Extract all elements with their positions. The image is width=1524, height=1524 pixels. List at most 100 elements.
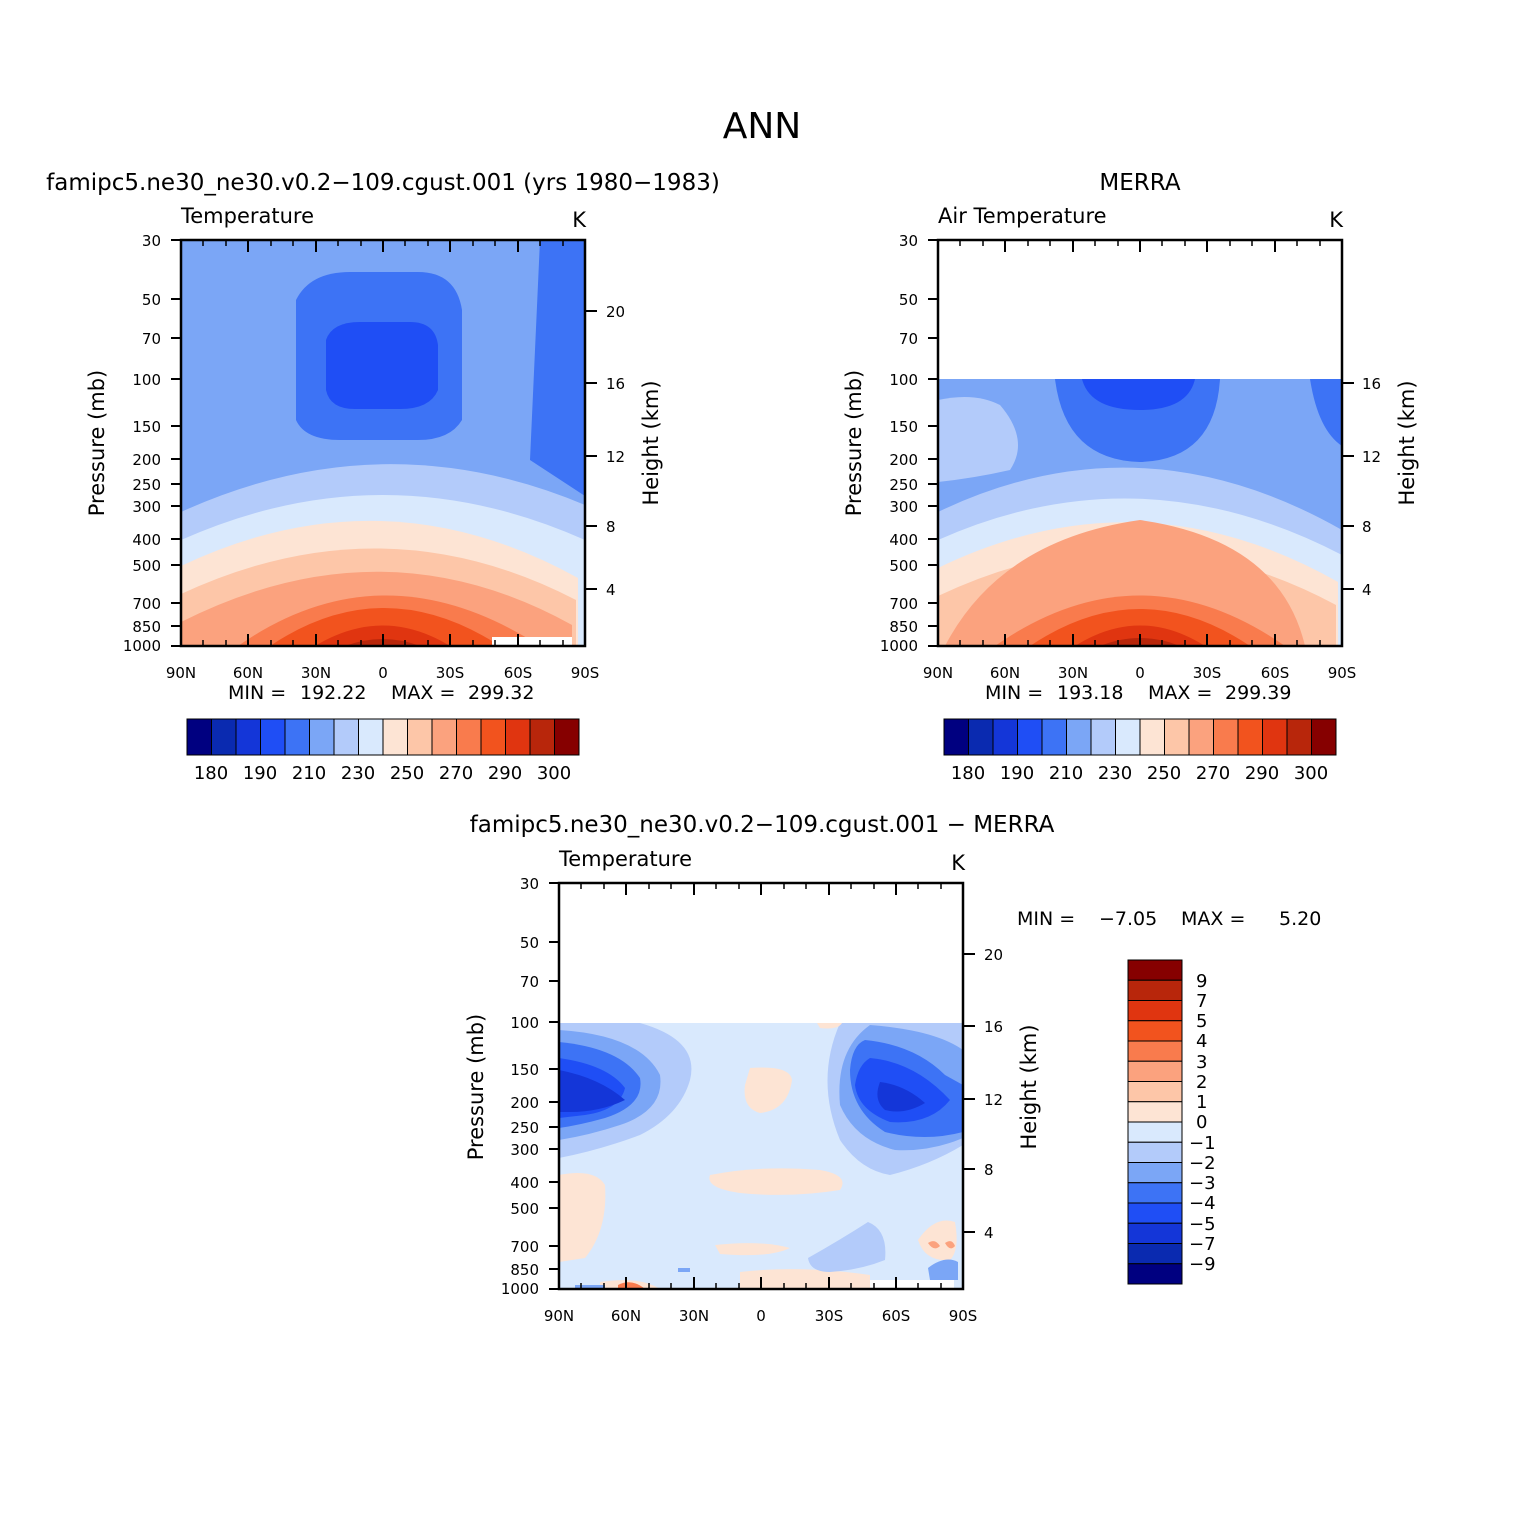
max-value: 299.39 — [1225, 682, 1291, 704]
y-tick-label: 70 — [142, 330, 161, 348]
colorbar-label: 7 — [1196, 991, 1207, 1012]
panel-model-units: K — [572, 208, 587, 232]
colorbar-swatch — [1286, 718, 1312, 756]
height-tick-label: 16 — [984, 1018, 1003, 1036]
colorbar-label: 190 — [243, 763, 277, 784]
colorbar-label: −9 — [1189, 1254, 1216, 1275]
y-tick-label: 850 — [132, 618, 161, 636]
y-tick-label: 100 — [132, 371, 161, 389]
panel-diff-right-ticks: 20 16 12 8 4 — [963, 946, 1003, 1242]
colorbar-label: 4 — [1196, 1031, 1207, 1052]
colorbar-swatch — [1127, 1162, 1183, 1184]
panel-diff-units: K — [951, 851, 966, 875]
y-tick-label: 1000 — [880, 637, 918, 655]
colorbar-swatch — [505, 718, 531, 756]
colorbar-swatch — [480, 718, 506, 756]
max-label: MAX = — [1148, 682, 1212, 704]
colorbar-label: 1 — [1196, 1092, 1207, 1113]
height-tick-label: 4 — [1362, 581, 1372, 599]
colorbar-swatch — [1127, 1040, 1183, 1062]
colorbar-label: 2 — [1196, 1072, 1207, 1093]
height-tick-label: 4 — [984, 1224, 994, 1242]
height-tick-label: 16 — [1362, 375, 1381, 393]
colorbar-swatch — [992, 718, 1018, 756]
y-tick-label: 150 — [889, 418, 918, 436]
colorbar-swatch — [1127, 1060, 1183, 1082]
x-tick-label: 90N — [544, 1307, 574, 1325]
colorbar-label: 290 — [488, 763, 522, 784]
y-tick-label: 100 — [889, 371, 918, 389]
x-tick-label: 60S — [504, 664, 533, 682]
colorbar-swatch — [1237, 718, 1263, 756]
colorbar-label: −7 — [1189, 1234, 1216, 1255]
max-value: 5.20 — [1279, 908, 1321, 930]
colorbar-swatch — [1066, 718, 1092, 756]
panel-model-minmax: MIN = 192.22 MAX = 299.32 — [228, 682, 534, 704]
x-tick-label: 60N — [611, 1307, 641, 1325]
y-tick-label: 200 — [889, 451, 918, 469]
y-tick-label: 70 — [899, 330, 918, 348]
colorbar-label: 300 — [537, 763, 571, 784]
y-tick-label: 700 — [889, 595, 918, 613]
y-tick-label: 30 — [142, 232, 161, 250]
colorbar-swatch — [284, 718, 310, 756]
x-tick-label: 0 — [1135, 664, 1145, 682]
colorbar-swatch — [1127, 1263, 1183, 1285]
panel-merra-right-ticks: 16 12 8 4 — [1342, 375, 1381, 599]
height-tick-label: 20 — [606, 303, 625, 321]
colorbar-label: 290 — [1245, 763, 1279, 784]
colorbar-label: 3 — [1196, 1052, 1207, 1073]
x-tick-label: 90N — [923, 664, 953, 682]
colorbar-label: 230 — [341, 763, 375, 784]
colorbar-label: 300 — [1294, 763, 1328, 784]
panel-diff-minmax: MIN = −7.05 MAX = 5.20 — [1017, 908, 1321, 930]
colorbar-swatch — [1127, 1101, 1183, 1123]
colorbar-swatch — [235, 718, 261, 756]
y-tick-label: 700 — [510, 1238, 539, 1256]
panel-merra-subtitle: MERRA — [1099, 170, 1180, 196]
colorbar-swatch — [1127, 1182, 1183, 1204]
colorbar-label: 0 — [1196, 1112, 1207, 1133]
height-tick-label: 20 — [984, 946, 1003, 964]
panel-model-x-ticks: 90N 60N 30N 0 30S 60S 90S — [166, 240, 599, 682]
y-tick-label: 70 — [520, 973, 539, 991]
colorbar-label: 250 — [1147, 763, 1181, 784]
panel-model-subtitle: famipc5.ne30_ne30.v0.2−109.cgust.001 (yr… — [46, 170, 720, 196]
colorbar-swatch — [186, 718, 212, 756]
y-tick-label: 850 — [889, 618, 918, 636]
y-tick-label: 250 — [132, 476, 161, 494]
min-label: MIN = — [1017, 908, 1075, 930]
panel-diff-plot-area — [557, 881, 965, 1291]
y-tick-label: 400 — [889, 531, 918, 549]
min-label: MIN = — [228, 682, 286, 704]
panel-model-left-label: Temperature — [180, 204, 314, 228]
colorbar-label: 190 — [1000, 763, 1034, 784]
y-tick-label: 250 — [510, 1119, 539, 1137]
x-tick-label: 30N — [301, 664, 331, 682]
y-tick-label: 300 — [132, 498, 161, 516]
panel-merra: MERRA Air Temperature K 30 50 70 100 150 — [842, 170, 1419, 784]
colorbar-swatch — [1090, 718, 1116, 756]
height-tick-label: 8 — [606, 518, 616, 536]
colorbar-swatch — [1127, 959, 1183, 981]
height-tick-label: 12 — [1362, 448, 1381, 466]
colorbar-swatch — [211, 718, 237, 756]
colorbar-label: −5 — [1189, 1214, 1216, 1235]
colorbar-swatch — [968, 718, 994, 756]
main-title: ANN — [723, 106, 802, 147]
colorbar-swatch — [943, 718, 969, 756]
panel-merra-plot-area — [936, 238, 1344, 648]
x-tick-label: 30N — [679, 1307, 709, 1325]
x-tick-label: 60N — [233, 664, 263, 682]
x-tick-label: 90S — [949, 1307, 978, 1325]
y-tick-label: 700 — [132, 595, 161, 613]
min-value: 192.22 — [300, 682, 366, 704]
panel-model-right-ticks: 20 16 12 8 4 — [585, 303, 625, 599]
panel-diff-y-axis-title: Pressure (mb) — [464, 1014, 488, 1161]
y-tick-label: 1000 — [501, 1280, 539, 1298]
panel-diff-colorbar: 9 7 5 4 3 2 1 0 −1 −2 −3 −4 −5 −7 −9 — [1127, 959, 1216, 1285]
colorbar-label: 250 — [390, 763, 424, 784]
colorbar-swatch — [1127, 1020, 1183, 1042]
x-tick-label: 0 — [756, 1307, 766, 1325]
y-tick-label: 300 — [510, 1141, 539, 1159]
